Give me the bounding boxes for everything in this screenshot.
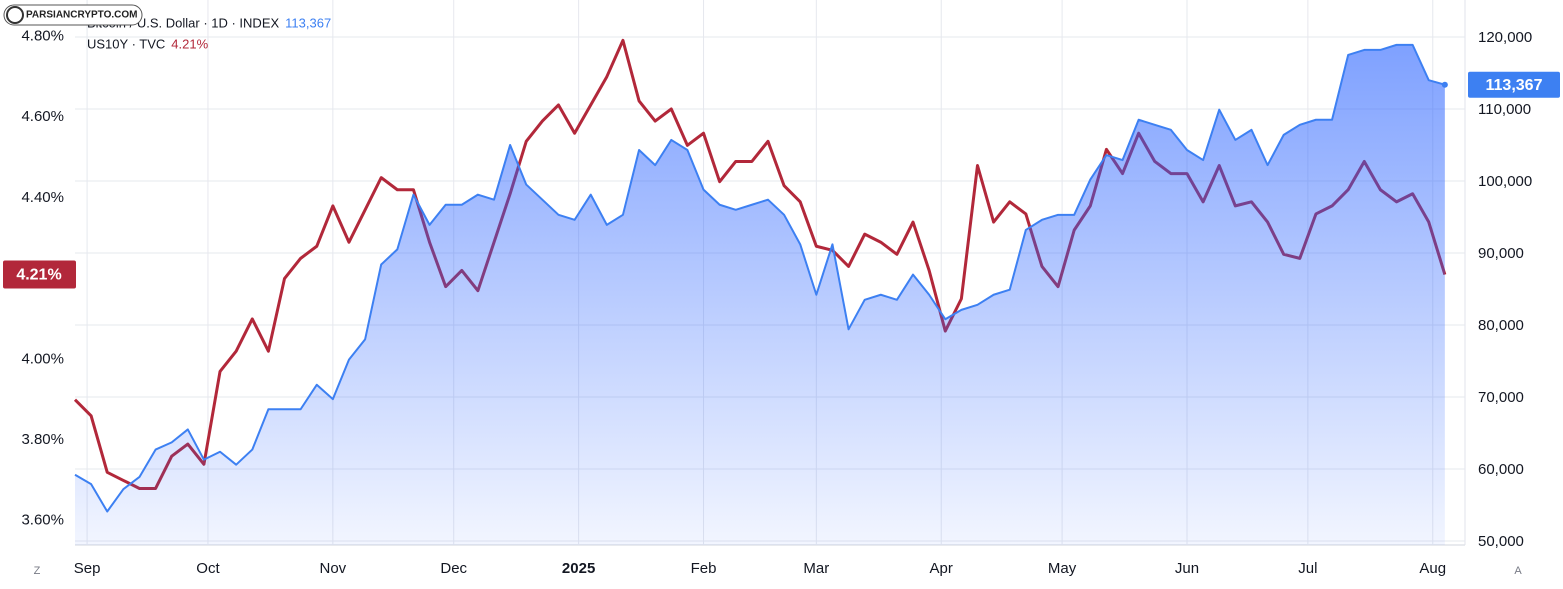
x-tick-label: 2025 (562, 560, 595, 577)
control-button[interactable]: Z (34, 565, 41, 577)
y2-tick-label: 120,000 (1478, 29, 1532, 46)
x-tick-label: Jun (1175, 560, 1199, 577)
y2-tick-label: 80,000 (1478, 317, 1524, 334)
legend-value: 4.21% (171, 36, 208, 51)
y2-tick-label: 100,000 (1478, 173, 1532, 190)
x-tick-label: Aug (1419, 560, 1446, 577)
x-tick-label: May (1048, 560, 1077, 577)
watermark-logo (6, 6, 24, 24)
x-tick-label: Jul (1298, 560, 1317, 577)
x-tick-label: Oct (196, 560, 220, 577)
y2-tick-label: 60,000 (1478, 461, 1524, 478)
last-value-label: 4.21% (16, 267, 61, 284)
last-point (1441, 81, 1448, 88)
x-tick-label: Feb (691, 560, 717, 577)
watermark-text: PARSIANCRYPTO.COM (26, 10, 138, 21)
y-tick-label: 3.60% (21, 512, 64, 529)
legend-name: US10Y · TVC (87, 36, 165, 51)
last-value-label: 113,367 (1486, 77, 1543, 94)
area-fill (75, 44, 1445, 545)
y2-tick-label: 90,000 (1478, 245, 1524, 262)
y-tick-label: 4.60% (21, 108, 64, 125)
y2-tick-label: 110,000 (1478, 101, 1531, 118)
y-tick-label: 3.80% (21, 431, 64, 448)
last-value-box (3, 260, 76, 289)
legend-value: 113,367 (285, 15, 331, 30)
y2-tick-label: 50,000 (1478, 533, 1524, 550)
control-button[interactable]: A (1514, 565, 1522, 577)
y-tick-label: 4.00% (21, 350, 64, 367)
x-tick-label: Apr (930, 560, 953, 577)
y-tick-label: 4.40% (21, 189, 64, 206)
last-value-box (1468, 71, 1560, 98)
x-tick-label: Mar (803, 560, 829, 577)
x-tick-label: Sep (74, 560, 101, 577)
y-tick-label: 4.80% (21, 27, 64, 44)
watermark-bg (3, 4, 143, 26)
x-tick-label: Nov (320, 560, 347, 577)
y2-tick-label: 70,000 (1478, 389, 1524, 406)
area-line (74, 43, 1446, 513)
x-tick-label: Dec (440, 560, 467, 577)
